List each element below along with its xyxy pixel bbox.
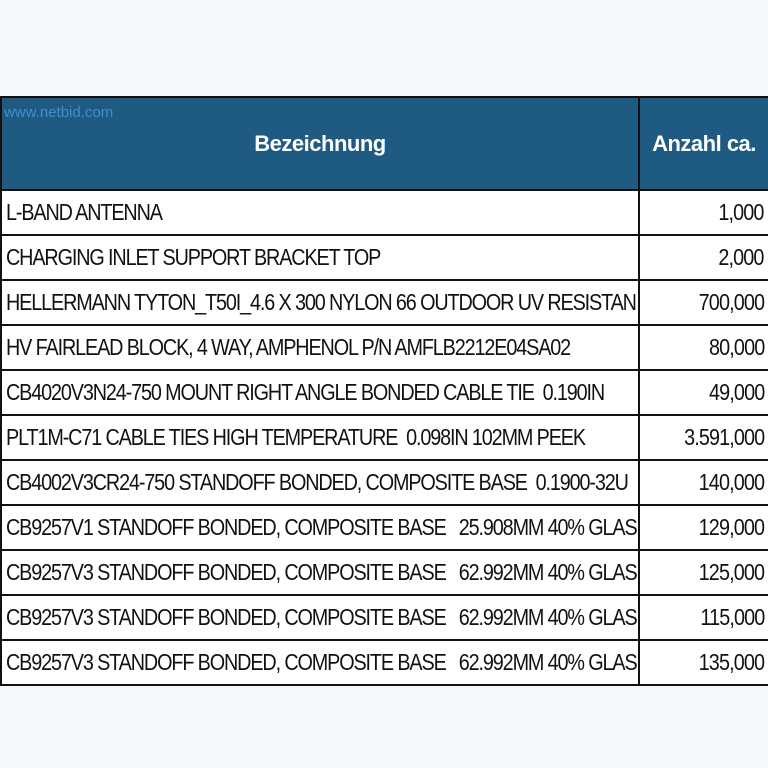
quantity-cell: 49,000 <box>638 369 768 416</box>
watermark-text: www.netbid.com <box>4 104 114 121</box>
quantity-cell: 1,000 <box>638 189 768 236</box>
table-row: CB4020V3N24-750 MOUNT RIGHT ANGLE BONDED… <box>0 369 768 416</box>
quantity-cell: 125,000 <box>638 549 768 596</box>
quantity-cell: 2,000 <box>638 234 768 281</box>
table-row: CB9257V3 STANDOFF BONDED, COMPOSITE BASE… <box>0 549 768 596</box>
table-row: PLT1M-C71 CABLE TIES HIGH TEMPERATURE 0.… <box>0 414 768 461</box>
header-description-label: Bezeichnung <box>254 130 386 156</box>
description-cell: CB9257V3 STANDOFF BONDED, COMPOSITE BASE… <box>0 549 640 596</box>
quantity-cell: 115,000 <box>638 594 768 641</box>
description-cell: L-BAND ANTENNA <box>0 189 640 236</box>
header-row: www.netbid.com Bezeichnung Anzahl ca. <box>0 96 768 191</box>
description-cell: CHARGING INLET SUPPORT BRACKET TOP <box>0 234 640 281</box>
quantity-cell: 80,000 <box>638 324 768 371</box>
quantity-cell: 700,000 <box>638 279 768 326</box>
table-row: CB4002V3CR24-750 STANDOFF BONDED, COMPOS… <box>0 459 768 506</box>
table-row: CB9257V1 STANDOFF BONDED, COMPOSITE BASE… <box>0 504 768 551</box>
description-cell: CB9257V1 STANDOFF BONDED, COMPOSITE BASE… <box>0 504 640 551</box>
table-row: HV FAIRLEAD BLOCK, 4 WAY, AMPHENOL P/N A… <box>0 324 768 371</box>
description-cell: HV FAIRLEAD BLOCK, 4 WAY, AMPHENOL P/N A… <box>0 324 640 371</box>
inventory-sheet: www.netbid.com Bezeichnung Anzahl ca. L-… <box>0 96 768 686</box>
header-quantity-label: Anzahl ca. <box>652 130 756 156</box>
quantity-cell: 129,000 <box>638 504 768 551</box>
table-row: CHARGING INLET SUPPORT BRACKET TOP 2,000 <box>0 234 768 281</box>
quantity-cell: 3.591,000 <box>638 414 768 461</box>
header-quantity: Anzahl ca. <box>638 96 768 191</box>
table-row: CB9257V3 STANDOFF BONDED, COMPOSITE BASE… <box>0 639 768 686</box>
table-row: L-BAND ANTENNA 1,000 <box>0 189 768 236</box>
table-row: HELLERMANN TYTON_T50I_4.6 X 300 NYLON 66… <box>0 279 768 326</box>
header-description: www.netbid.com Bezeichnung <box>0 96 640 191</box>
description-cell: CB4002V3CR24-750 STANDOFF BONDED, COMPOS… <box>0 459 640 506</box>
quantity-cell: 135,000 <box>638 639 768 686</box>
quantity-cell: 140,000 <box>638 459 768 506</box>
description-cell: CB9257V3 STANDOFF BONDED, COMPOSITE BASE… <box>0 639 640 686</box>
description-cell: PLT1M-C71 CABLE TIES HIGH TEMPERATURE 0.… <box>0 414 640 461</box>
description-cell: CB9257V3 STANDOFF BONDED, COMPOSITE BASE… <box>0 594 640 641</box>
description-cell: HELLERMANN TYTON_T50I_4.6 X 300 NYLON 66… <box>0 279 640 326</box>
description-cell: CB4020V3N24-750 MOUNT RIGHT ANGLE BONDED… <box>0 369 640 416</box>
inventory-table: www.netbid.com Bezeichnung Anzahl ca. L-… <box>0 96 768 686</box>
table-row: CB9257V3 STANDOFF BONDED, COMPOSITE BASE… <box>0 594 768 641</box>
